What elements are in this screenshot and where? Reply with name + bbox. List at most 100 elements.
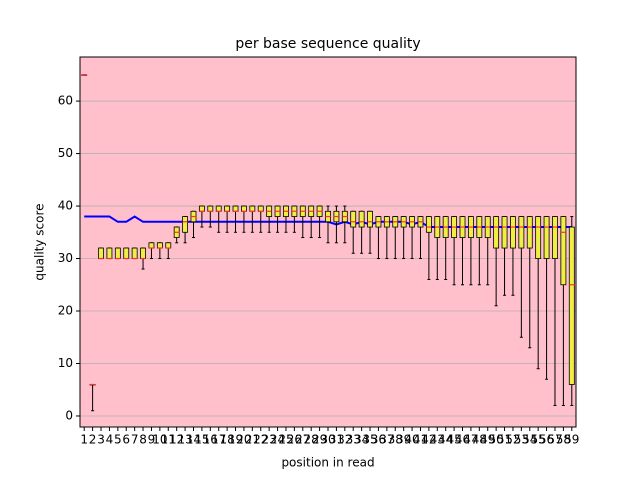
x-tick-label: 11 (161, 433, 176, 447)
x-tick-label: 55 (531, 433, 546, 447)
x-tick-label: 38 (388, 433, 403, 447)
x-tick-label: 3 (97, 433, 105, 447)
box (543, 216, 550, 259)
box (165, 242, 172, 249)
x-tick-label: 9 (148, 433, 156, 447)
x-tick-label: 56 (539, 433, 554, 447)
x-tick-label: 15 (194, 433, 209, 447)
x-tick-label: 25 (278, 433, 293, 447)
box (215, 205, 222, 212)
x-tick-label: 6 (122, 433, 130, 447)
box (241, 205, 247, 212)
x-tick-label: 26 (287, 433, 302, 447)
box (501, 216, 508, 249)
x-tick-label: 27 (295, 433, 310, 447)
x-tick-label: 45 (446, 433, 461, 447)
x-tick-label: 49 (480, 433, 495, 447)
x-tick-label: 44 (438, 433, 453, 447)
x-tick-label: 57 (547, 433, 562, 447)
x-tick-label: 19 (228, 433, 243, 447)
x-tick-label: 13 (177, 433, 192, 447)
box (350, 210, 357, 228)
x-tick-label: 12 (169, 433, 184, 447)
box (526, 216, 533, 249)
x-tick-label: 2 (89, 433, 97, 447)
x-tick-label: 54 (522, 433, 537, 447)
box (518, 216, 525, 249)
x-tick-label: 23 (262, 433, 277, 447)
x-tick-label: 31 (329, 433, 344, 447)
x-tick-label: 33 (346, 433, 361, 447)
x-tick-label: 41 (413, 433, 428, 447)
x-tick-label: 17 (211, 433, 226, 447)
x-tick-label: 50 (488, 433, 503, 447)
x-tick-label: 34 (354, 433, 369, 447)
x-tick-label: 28 (304, 433, 319, 447)
x-tick-label: 8 (139, 433, 147, 447)
x-tick-label: 35 (362, 433, 377, 447)
x-tick-label: 52 (505, 433, 520, 447)
chart-title: per base sequence quality (235, 36, 420, 52)
x-tick-label: 1 (80, 433, 88, 447)
x-tick-label: 53 (514, 433, 529, 447)
y-tick-label: 40 (58, 199, 73, 213)
x-tick-label: 36 (371, 433, 386, 447)
x-tick-label: 51 (497, 433, 512, 447)
box (140, 247, 146, 259)
box (249, 205, 256, 212)
box (552, 216, 558, 259)
x-axis-label: position in read (281, 456, 374, 470)
x-tick-label: 5 (114, 433, 122, 447)
x-tick-label: 14 (186, 433, 201, 447)
x-tick-label: 37 (379, 433, 394, 447)
box (148, 242, 155, 249)
box (535, 216, 542, 259)
box (224, 205, 231, 212)
x-tick-label: 42 (421, 433, 436, 447)
box (493, 216, 500, 249)
x-tick-label: 32 (337, 433, 352, 447)
x-tick-label: 24 (270, 433, 285, 447)
x-tick-label: 20 (236, 433, 251, 447)
y-tick-label: 0 (65, 408, 73, 422)
x-tick-label: 43 (430, 433, 445, 447)
box (358, 210, 365, 228)
y-tick-label: 50 (58, 146, 73, 160)
box (106, 247, 113, 259)
box (560, 216, 567, 286)
box (257, 205, 264, 212)
box (131, 247, 138, 259)
x-tick-label: 58 (556, 433, 571, 447)
box (207, 205, 214, 212)
plot-frame (79, 56, 577, 428)
box (98, 247, 104, 259)
x-tick-label: 4 (106, 433, 114, 447)
x-tick-label: 30 (320, 433, 335, 447)
x-tick-label: 22 (253, 433, 268, 447)
y-tick-label: 20 (58, 304, 73, 318)
box (114, 247, 121, 259)
x-tick-label: 47 (463, 433, 478, 447)
box (198, 205, 205, 212)
x-tick-label: 39 (396, 433, 411, 447)
box (510, 216, 516, 249)
box (232, 205, 239, 212)
box (182, 216, 189, 233)
y-tick-label: 10 (58, 356, 73, 370)
x-tick-label: 16 (203, 433, 218, 447)
box (156, 242, 163, 249)
box (123, 247, 130, 259)
y-tick-label: 30 (58, 251, 73, 265)
x-tick-label: 10 (152, 433, 167, 447)
y-tick-label: 60 (58, 94, 73, 108)
x-tick-label: 7 (131, 433, 139, 447)
box (367, 210, 373, 228)
x-tick-label: 21 (245, 433, 260, 447)
x-tick-label: 46 (455, 433, 470, 447)
x-tick-label: 59 (564, 433, 579, 447)
x-tick-label: 18 (219, 433, 234, 447)
box (425, 216, 432, 233)
x-tick-label: 48 (472, 433, 487, 447)
box (568, 226, 575, 385)
